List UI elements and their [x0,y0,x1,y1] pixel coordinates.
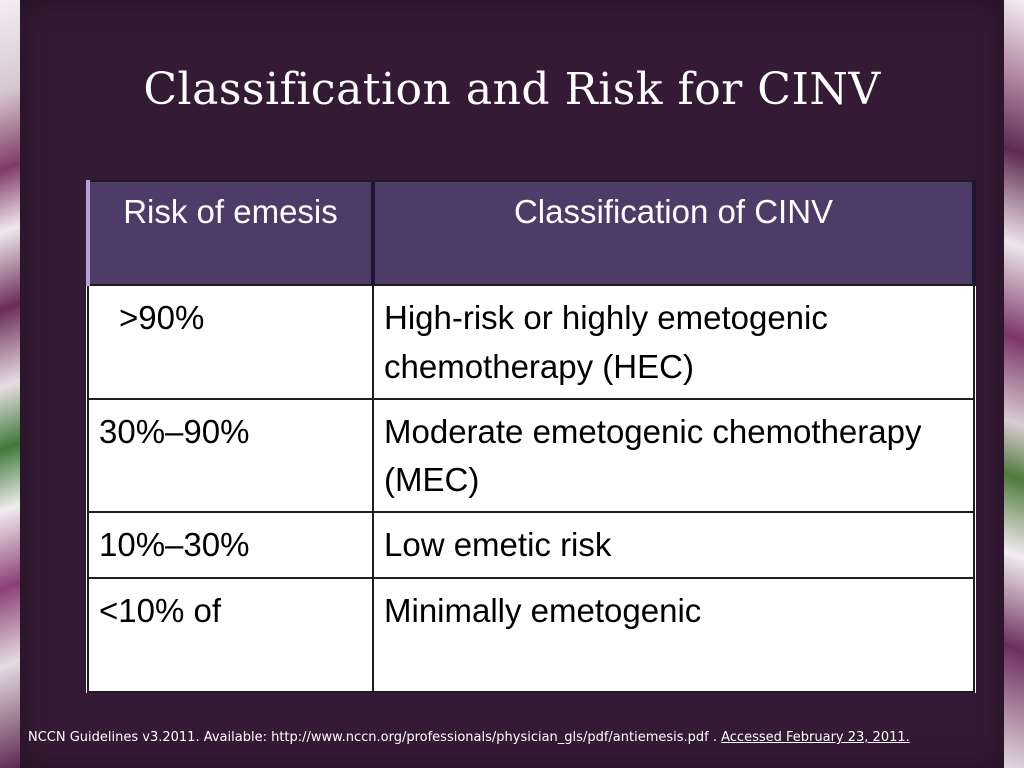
risk-cell: 30%–90% [87,397,374,514]
header-classification-of-cinv: Classification of CINV [371,181,976,286]
decorative-floral-strip-right [1004,0,1024,768]
classification-cell: Low emetic risk [372,511,975,580]
cinv-table-container: Risk of emesis Classification of CINV >9… [86,180,976,694]
classification-cell: Minimally emetogenic [372,577,975,694]
table-row: 30%–90% Moderate emetogenic chemotherapy… [87,397,975,514]
classification-cell: Moderate emetogenic chemotherapy (MEC) [372,397,975,514]
classification-cell: High-risk or highly emetogenic chemother… [372,284,975,400]
citation-text: NCCN Guidelines v3.2011. Available: http… [28,730,722,745]
risk-cell: <10% of [87,577,374,694]
table-row: >90% High-risk or highly emetogenic chem… [87,284,975,400]
cinv-classification-table: Risk of emesis Classification of CINV >9… [86,180,976,694]
header-risk-of-emesis: Risk of emesis [86,181,375,286]
risk-cell: >90% [87,284,374,400]
table-header-row: Risk of emesis Classification of CINV [86,181,976,286]
risk-cell: 10%–30% [87,511,374,580]
accessed-date-link[interactable]: Accessed February 23, 2011. [721,730,910,745]
citation-footer: NCCN Guidelines v3.2011. Available: http… [28,730,988,745]
table-row: 10%–30% Low emetic risk [87,511,975,580]
decorative-floral-strip-left [0,0,22,768]
table-row: <10% of Minimally emetogenic [87,577,975,694]
slide-title: Classification and Risk for CINV [143,64,881,115]
slide: Classification and Risk for CINV Risk of… [20,0,1004,768]
